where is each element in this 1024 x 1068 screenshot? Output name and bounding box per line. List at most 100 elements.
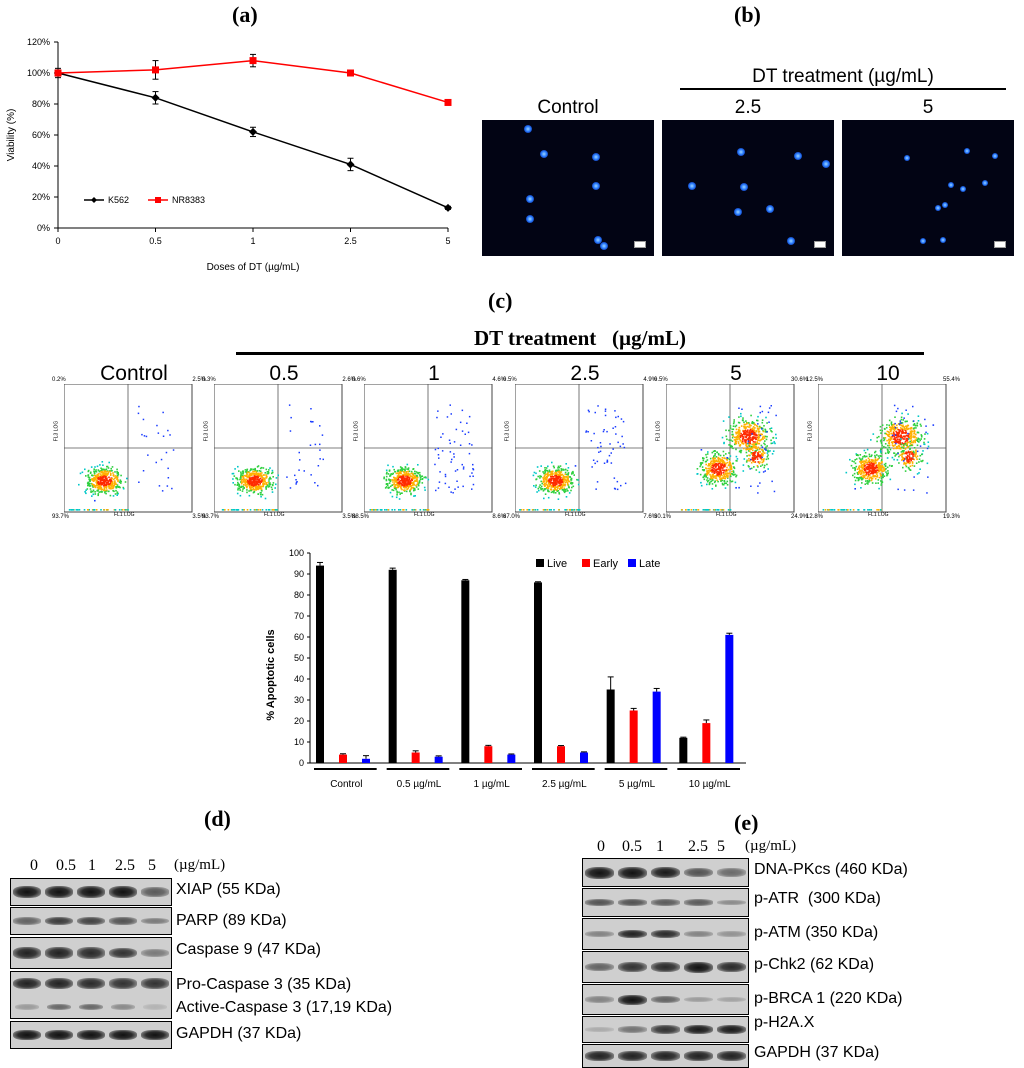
event-dot xyxy=(858,466,860,469)
event-dot xyxy=(927,476,929,478)
event-dot xyxy=(388,478,390,481)
event-dot xyxy=(893,434,895,436)
event-dot xyxy=(259,477,262,480)
event-dot xyxy=(112,489,114,492)
protein-band-lower xyxy=(15,1004,39,1010)
event-dot xyxy=(254,473,257,476)
event-dot xyxy=(900,435,902,437)
event-dot xyxy=(453,453,455,455)
event-dot xyxy=(275,483,277,486)
event-dot xyxy=(913,476,915,478)
event-dot xyxy=(761,464,764,466)
event-dot xyxy=(829,509,831,511)
event-dot xyxy=(439,471,441,473)
event-dot xyxy=(290,416,292,419)
event-dot xyxy=(873,462,875,465)
event-dot xyxy=(407,481,410,484)
event-dot xyxy=(897,433,899,435)
event-dot xyxy=(114,482,116,485)
event-dot xyxy=(422,509,425,511)
y-tick-label: 100 xyxy=(289,548,304,558)
event-dot xyxy=(94,470,97,473)
event-dot xyxy=(94,479,97,481)
event-dot xyxy=(243,474,246,477)
event-dot xyxy=(765,438,768,441)
event-dot xyxy=(270,486,273,489)
event-dot xyxy=(894,438,896,441)
protein-band xyxy=(684,961,713,973)
event-dot xyxy=(234,468,236,470)
event-dot xyxy=(426,509,428,511)
event-dot xyxy=(449,442,451,445)
event-dot xyxy=(108,461,110,464)
event-dot xyxy=(107,479,109,482)
event-dot xyxy=(567,490,569,492)
event-dot xyxy=(743,458,746,460)
event-dot xyxy=(169,434,171,436)
protein-band xyxy=(651,866,680,879)
event-dot xyxy=(558,509,560,511)
event-dot xyxy=(559,472,561,475)
category-label: 2.5 µg/mL xyxy=(542,779,587,790)
event-dot xyxy=(909,435,911,438)
event-dot xyxy=(900,434,902,436)
event-dot xyxy=(93,474,96,477)
event-dot xyxy=(260,466,263,469)
event-dot xyxy=(94,499,96,502)
event-dot xyxy=(238,487,241,490)
event-dot xyxy=(115,489,117,492)
event-dot xyxy=(274,509,277,511)
event-dot xyxy=(913,423,916,425)
event-dot xyxy=(401,480,404,483)
event-dot xyxy=(720,477,723,480)
event-dot xyxy=(881,461,883,463)
event-dot xyxy=(856,454,859,456)
flow-scatter xyxy=(666,384,795,513)
event-dot xyxy=(912,453,915,455)
event-dot xyxy=(900,438,902,440)
event-dot xyxy=(435,489,437,492)
event-dot xyxy=(748,438,750,441)
event-dot xyxy=(253,481,255,483)
event-dot xyxy=(242,481,245,483)
event-dot xyxy=(623,446,626,449)
event-dot xyxy=(573,474,575,476)
bar-live xyxy=(606,689,615,763)
event-dot xyxy=(606,460,609,463)
event-dot xyxy=(545,479,548,481)
event-dot xyxy=(93,477,96,479)
event-dot xyxy=(863,449,866,452)
event-dot xyxy=(394,470,397,473)
event-dot xyxy=(731,431,734,433)
fluorescence-image-2-5 xyxy=(662,120,834,256)
event-dot xyxy=(471,444,473,446)
event-dot xyxy=(232,509,235,511)
event-dot xyxy=(404,475,407,477)
event-dot xyxy=(88,483,90,486)
event-dot xyxy=(394,478,396,481)
event-dot xyxy=(721,482,724,485)
event-dot xyxy=(268,509,271,511)
event-dot xyxy=(734,438,737,441)
event-dot xyxy=(743,423,746,426)
event-dot xyxy=(881,424,884,426)
event-dot xyxy=(271,509,274,511)
x-tick-label: 0 xyxy=(55,236,60,246)
event-dot xyxy=(871,459,873,461)
panel-b-letter: (b) xyxy=(734,2,761,27)
event-dot xyxy=(417,488,420,490)
event-dot xyxy=(414,480,416,482)
event-dot xyxy=(271,469,274,472)
event-dot xyxy=(747,442,749,445)
event-dot xyxy=(880,474,882,477)
event-dot xyxy=(251,486,254,488)
event-dot xyxy=(907,445,910,448)
event-dot xyxy=(915,450,917,453)
event-dot xyxy=(729,473,731,476)
event-dot xyxy=(116,491,119,493)
event-dot xyxy=(739,444,742,446)
event-dot xyxy=(409,480,412,482)
event-dot xyxy=(417,482,420,485)
event-dot xyxy=(112,486,114,489)
protein-band xyxy=(684,996,713,1003)
